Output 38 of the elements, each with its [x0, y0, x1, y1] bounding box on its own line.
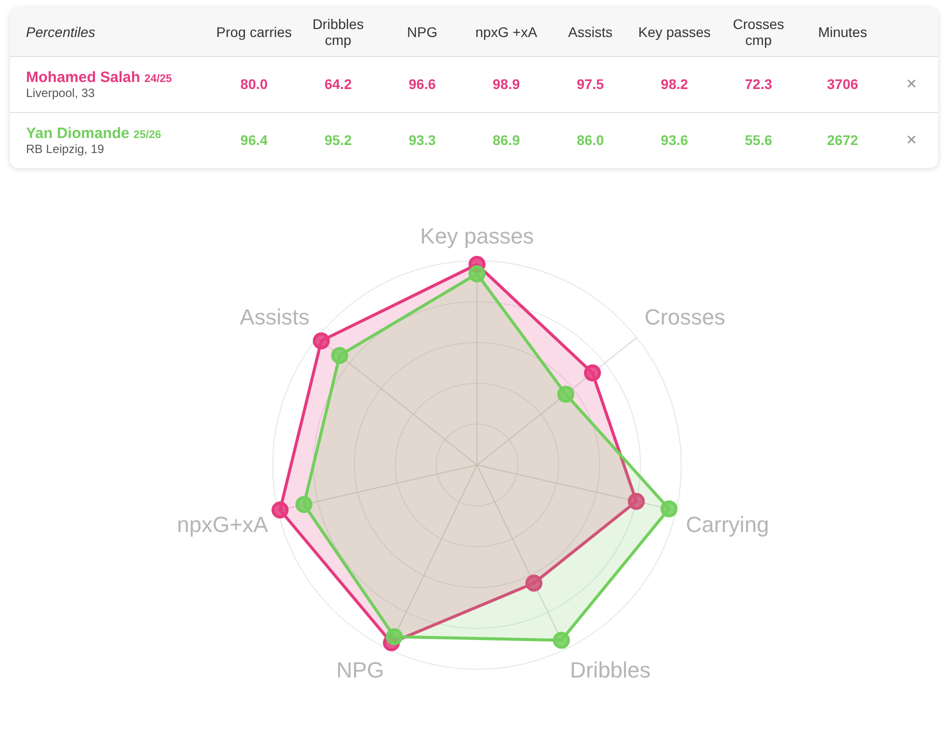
- legend-label: Mohamed Salah: [26, 68, 140, 86]
- data-label: 98.2: [660, 75, 690, 94]
- legend-label: Yan Diomande: [26, 124, 130, 142]
- data-label: 55.6: [744, 131, 774, 150]
- category-label: npxG +xA: [474, 22, 538, 42]
- category-label: Prog carries: [215, 22, 293, 42]
- category-label: NPG: [406, 22, 438, 42]
- category-label: Assists: [567, 22, 614, 42]
- spoke-label: Assists: [240, 304, 310, 330]
- spoke-label: Carrying: [686, 512, 770, 537]
- data-label: 64.2: [323, 75, 353, 94]
- text: Liverpool, 33: [26, 86, 96, 100]
- data-label: 96.4: [239, 131, 269, 150]
- text: Percentiles: [25, 22, 96, 42]
- data-label: 3706: [826, 75, 860, 94]
- category-label: Dribbles cmp: [311, 14, 365, 50]
- text: 25/26: [134, 128, 162, 141]
- text: 24/25: [144, 72, 172, 84]
- data-label: 80.0: [239, 75, 269, 94]
- spoke-label: Dribbles: [570, 657, 651, 682]
- spoke-label: NPG: [336, 657, 384, 682]
- category-label: Crosses cmp: [732, 14, 786, 50]
- category-label: Minutes: [817, 22, 868, 42]
- spoke-label: npxG+xA: [176, 512, 268, 537]
- spoke-label: Key passes: [420, 224, 534, 249]
- spoke-label: Crosses: [644, 304, 726, 330]
- data-label: 86.0: [576, 131, 605, 150]
- data-label: 96.6: [408, 75, 437, 94]
- data-label: 97.5: [576, 75, 605, 94]
- data-label: 98.9: [492, 75, 521, 94]
- data-label: 95.2: [323, 131, 353, 150]
- text: RB Leipzig, 19: [26, 142, 106, 156]
- data-label: 72.3: [744, 75, 774, 94]
- data-label: 93.6: [660, 131, 690, 150]
- data-label: 2672: [826, 131, 860, 150]
- data-label: 86.9: [492, 131, 521, 150]
- data-label: 93.3: [408, 131, 437, 150]
- category-label: Key passes: [637, 22, 712, 42]
